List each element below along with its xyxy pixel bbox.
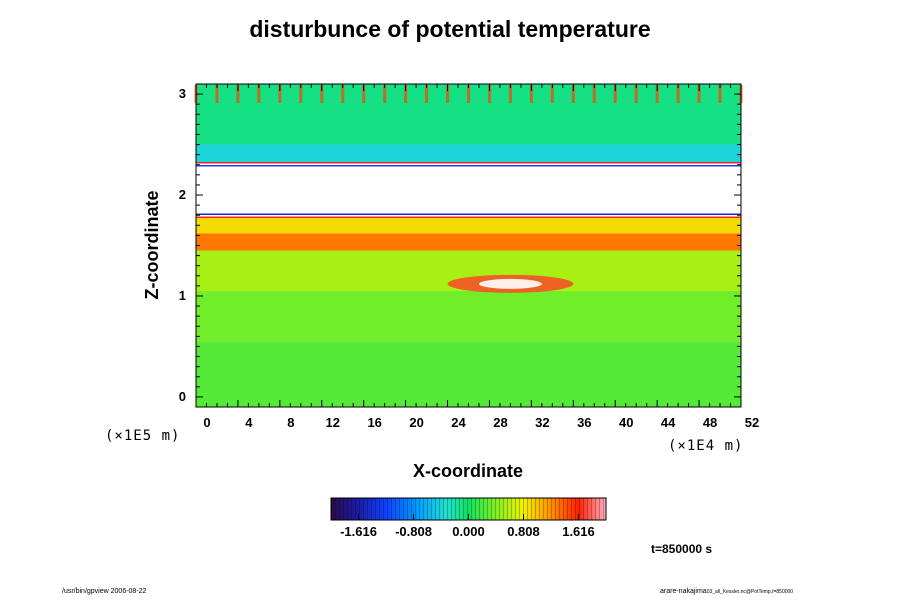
x-tick-label: 8: [287, 415, 294, 430]
red-feature-core: [478, 278, 542, 289]
chart-title: disturbunce of potential temperature: [249, 16, 651, 42]
colorbar-tick-label: 1.616: [562, 524, 595, 539]
top-cell: [404, 85, 408, 103]
top-cell: [529, 85, 533, 103]
top-cell: [487, 85, 491, 103]
footer-author: arare-nakajima: [660, 588, 707, 595]
top-cell: [425, 85, 429, 103]
x-tick-label: 44: [661, 415, 676, 430]
x-tick-label: 28: [493, 415, 507, 430]
x-tick-label: 20: [409, 415, 423, 430]
top-cell: [446, 85, 450, 103]
x-tick-label: 48: [703, 415, 717, 430]
y-scale-note: (×1E5 m): [105, 428, 180, 444]
x-scale-note: (×1E4 m): [668, 438, 743, 454]
heatmap-region-1: [196, 290, 741, 342]
top-cell: [257, 85, 261, 103]
colorbar-ticks: -1.616 -0.808 0.000 0.808 1.616: [340, 514, 595, 539]
x-tick-labels: 0 4 8 12 16 20 24 28 32 36 40 44 48 52: [203, 415, 759, 430]
top-cell: [236, 85, 240, 103]
x-axis-label: X-coordinate: [413, 461, 523, 481]
heatmap-region-5: [196, 162, 741, 218]
top-cell: [362, 85, 366, 103]
x-tick-label: 0: [203, 415, 210, 430]
heatmap-field: [194, 84, 743, 407]
y-tick-label: 1: [179, 288, 186, 303]
top-cell: [278, 85, 282, 103]
colorbar: [330, 497, 607, 521]
top-cell: [299, 85, 303, 103]
y-tick-label: 2: [179, 187, 186, 202]
heatmap-region-0: [196, 341, 741, 407]
top-cell: [550, 85, 554, 103]
colorbar-tick-label: 0.808: [507, 524, 540, 539]
colorbar-stripes: [331, 498, 606, 520]
top-cell: [655, 85, 659, 103]
x-tick-label: 12: [326, 415, 340, 430]
heatmap-region-4: [196, 217, 741, 234]
footer-source: arare-nakajima03_all_Kessler.nc@PotTemp,…: [660, 588, 793, 595]
top-cell: [341, 85, 345, 103]
heatmap-region-6: [196, 144, 741, 163]
x-tick-label: 52: [745, 415, 759, 430]
x-tick-label: 24: [451, 415, 466, 430]
colorbar-tick-label: 0.000: [452, 524, 485, 539]
x-tick-label: 36: [577, 415, 591, 430]
top-cell: [383, 85, 387, 103]
top-cell: [571, 85, 575, 103]
footer-command: /usr/bin/gpview 2006-08-22: [62, 588, 147, 595]
x-tick-label: 4: [245, 415, 253, 430]
top-cell: [215, 85, 219, 103]
top-cell: [718, 85, 722, 103]
top-cell: [613, 85, 617, 103]
x-tick-label: 16: [367, 415, 381, 430]
x-tick-label: 40: [619, 415, 633, 430]
x-tick-label: 32: [535, 415, 549, 430]
top-cell: [697, 85, 701, 103]
y-tick-label: 0: [179, 389, 186, 404]
footer-file: 03_all_Kessler.nc@PotTemp,t=850000: [706, 589, 794, 595]
y-axis-label: Z-coordinate: [142, 190, 162, 299]
time-label: t=850000 s: [651, 542, 713, 556]
top-cell: [592, 85, 596, 103]
heatmap-region-3: [196, 233, 741, 251]
axis-ticks: [195, 83, 742, 408]
y-tick-label: 3: [179, 86, 186, 101]
top-cell: [676, 85, 680, 103]
top-cell: [320, 85, 324, 103]
y-tick-labels: 0 1 2 3: [179, 86, 186, 404]
top-cell: [508, 85, 512, 103]
colorbar-tick-label: -0.808: [395, 524, 432, 539]
colorbar-tick-label: -1.616: [340, 524, 377, 539]
top-cell: [467, 85, 470, 103]
top-cell: [634, 85, 638, 103]
